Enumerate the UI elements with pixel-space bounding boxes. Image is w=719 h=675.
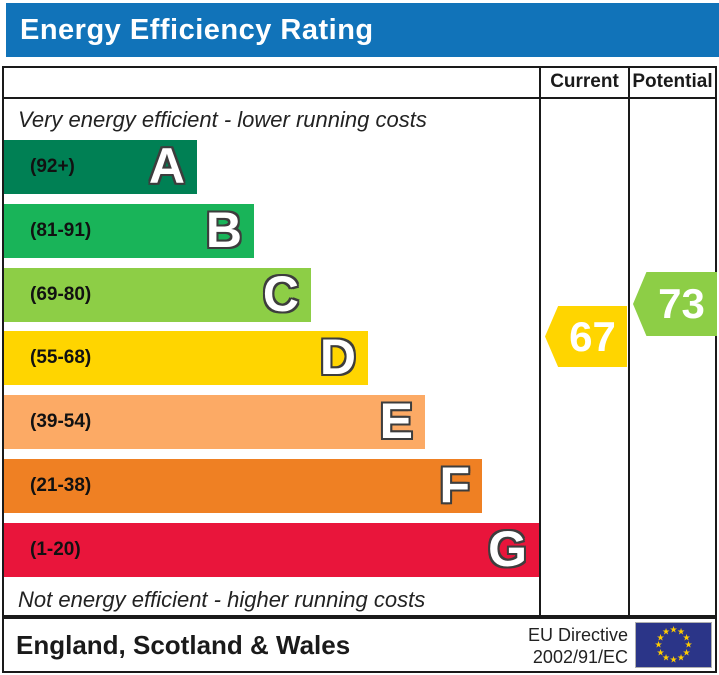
region-label: England, Scotland & Wales: [16, 630, 351, 660]
eu-directive-line2: 2002/91/EC: [532, 647, 628, 667]
eu-star-icon: ★: [669, 624, 678, 635]
band-letter: C: [262, 266, 299, 322]
band-letter: F: [439, 457, 470, 513]
eu-star-icon: ★: [656, 647, 665, 657]
eu-star-icon: ★: [684, 639, 693, 650]
band-range-label: (1-20): [30, 539, 81, 560]
eu-star-icon: ★: [682, 632, 691, 642]
band-range-label: (92+): [30, 156, 75, 177]
eu-directive-line1: EU Directive: [527, 625, 628, 645]
eu-star-icon: ★: [682, 647, 691, 657]
band-row-d: (55-68) D: [4, 331, 368, 385]
title-bar: Energy Efficiency Rating: [6, 3, 719, 57]
band-range-label: (69-80): [30, 284, 92, 305]
potential-column-divider: [628, 66, 630, 617]
current-column-divider: [539, 66, 541, 617]
eu-star-icon: ★: [676, 626, 686, 637]
band-row-c: (69-80) C: [4, 268, 311, 322]
eu-star-icon: ★: [661, 626, 671, 637]
eu-star-icon: ★: [654, 639, 663, 650]
eu-star-icon: ★: [661, 652, 671, 663]
eu-star-icon: ★: [656, 632, 665, 642]
page-title: Energy Efficiency Rating: [20, 13, 374, 46]
band-row-a: (92+) A: [4, 140, 197, 194]
band-row-e: (39-54) E: [4, 395, 425, 449]
eu-star-icon: ★: [669, 654, 678, 665]
top-note: Very energy efficient - lower running co…: [18, 107, 427, 132]
header-row-divider: [2, 97, 717, 99]
potential-column-header: Potential: [632, 71, 713, 92]
current-rating-value: 67: [569, 312, 616, 360]
footer-bar: [2, 617, 717, 673]
band-row-g: (1-20) G: [4, 523, 539, 577]
eu-star-icon: ★: [676, 652, 686, 663]
band-range-label: (55-68): [30, 347, 92, 368]
band-range-label: (39-54): [30, 411, 92, 432]
potential-rating-arrow: 73: [633, 272, 717, 336]
band-range-label: (21-38): [30, 475, 92, 496]
eu-flag-icon: ★ ★ ★ ★ ★ ★ ★ ★ ★ ★ ★ ★: [635, 622, 712, 668]
band-range-label: (81-91): [30, 220, 92, 241]
band-row-f: (21-38) F: [4, 459, 482, 513]
band-letter: B: [205, 202, 242, 258]
band-letter: A: [148, 138, 185, 194]
current-column-header: Current: [550, 71, 619, 92]
potential-rating-value: 73: [658, 280, 705, 327]
band-letter: D: [319, 329, 356, 385]
current-rating-arrow: 67: [545, 306, 627, 367]
eu-directive-label: EU Directive 2002/91/EC: [528, 624, 628, 668]
band-letter: E: [379, 393, 413, 449]
band-row-b: (81-91) B: [4, 204, 254, 258]
band-letter: G: [488, 521, 527, 577]
bottom-note: Not energy efficient - higher running co…: [18, 587, 426, 612]
